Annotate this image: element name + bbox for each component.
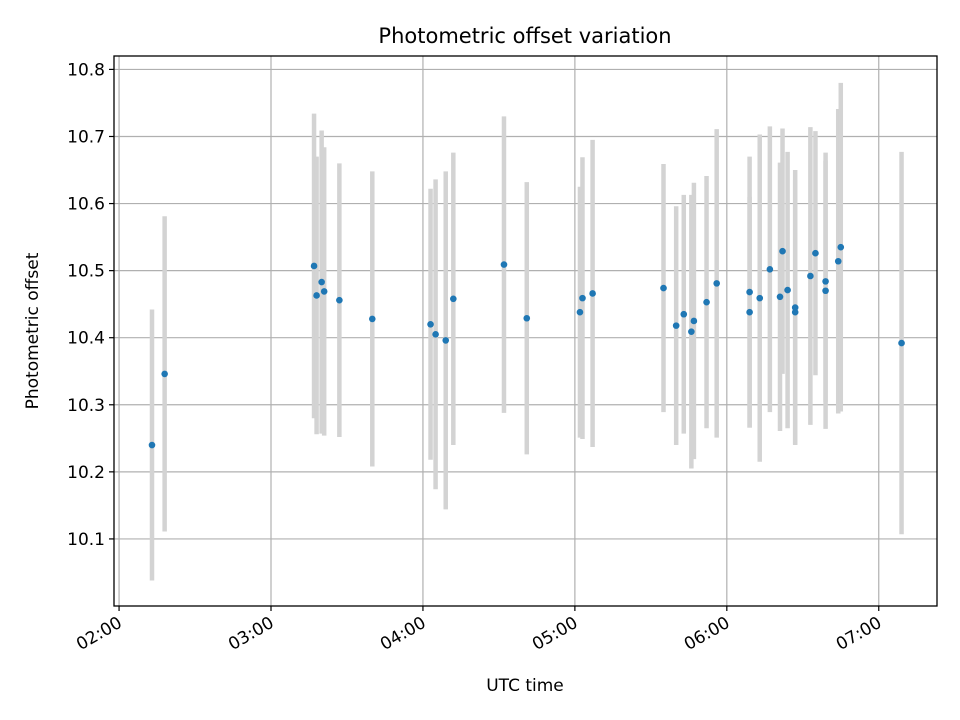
- y-tick-label: 10.3: [67, 396, 105, 416]
- data-point: [672, 322, 680, 329]
- data-point: [713, 280, 720, 287]
- y-tick-label: 10.8: [67, 60, 105, 80]
- y-tick-label: 10.5: [67, 262, 105, 282]
- data-point: [779, 247, 786, 255]
- chart-title: Photometric offset variation: [378, 24, 671, 48]
- y-axis-title: Photometric offset: [23, 252, 43, 409]
- data-point: [791, 308, 799, 316]
- plot-frame: [113, 55, 938, 607]
- data-point: [703, 298, 710, 306]
- data-point: [746, 288, 753, 296]
- data-point: [822, 287, 829, 295]
- x-axis-title: UTC time: [486, 676, 564, 696]
- data-point: [746, 308, 753, 316]
- data-points: [148, 243, 905, 449]
- data-point: [313, 292, 320, 299]
- data-point: [812, 249, 819, 257]
- data-point: [450, 295, 457, 303]
- data-point: [776, 293, 784, 301]
- data-point: [442, 337, 450, 344]
- data-point: [791, 304, 799, 311]
- data-point: [500, 261, 508, 268]
- data-point: [898, 339, 905, 347]
- data-point: [576, 308, 584, 316]
- data-point: [427, 320, 434, 328]
- data-point: [368, 315, 376, 323]
- data-point: [822, 278, 829, 285]
- data-point: [579, 294, 586, 302]
- data-point: [432, 331, 439, 338]
- data-point: [318, 278, 325, 286]
- data-point: [148, 441, 156, 449]
- data-point: [320, 288, 328, 295]
- y-axis: 10.1 10.2 10.3 10.4 10.5 10.6 10.7 10.8: [67, 60, 114, 550]
- data-point: [834, 257, 842, 265]
- data-point: [523, 314, 531, 322]
- data-point: [660, 284, 667, 292]
- data-point: [766, 265, 774, 273]
- data-point: [161, 370, 168, 378]
- data-point: [690, 317, 698, 325]
- y-tick-label: 10.4: [67, 329, 105, 349]
- y-tick-label: 10.1: [67, 530, 105, 550]
- data-point: [310, 262, 318, 270]
- data-point: [680, 310, 688, 318]
- data-point: [784, 286, 791, 294]
- y-tick-label: 10.6: [67, 195, 105, 215]
- data-point: [688, 328, 695, 335]
- data-point: [589, 290, 596, 297]
- y-tick-label: 10.7: [67, 127, 105, 147]
- data-point: [336, 296, 343, 304]
- data-point: [807, 272, 814, 280]
- data-point: [756, 294, 764, 302]
- y-tick-label: 10.2: [67, 463, 105, 483]
- data-point: [837, 243, 845, 251]
